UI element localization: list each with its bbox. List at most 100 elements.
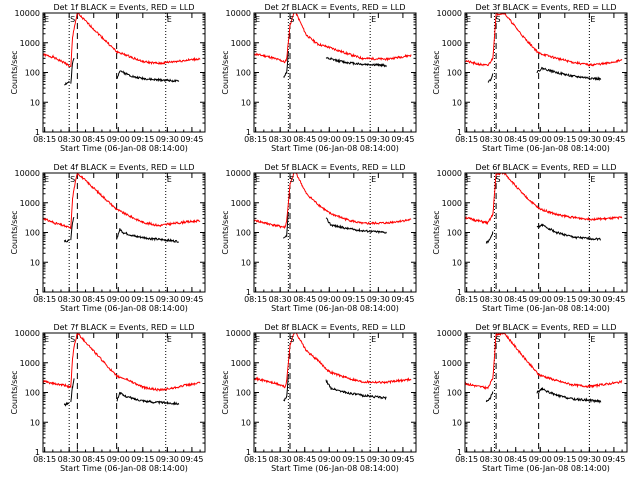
panel-title: Det 5f BLACK = Events, RED = LLD — [264, 163, 405, 172]
marker-label: E — [466, 335, 471, 344]
plot-data — [254, 333, 412, 452]
events-rate-line — [283, 50, 289, 79]
events-rate-line — [116, 391, 180, 406]
events-rate-line — [70, 216, 75, 241]
x-tick-label: 08:30 — [480, 455, 503, 464]
x-tick-label: 08:15 — [455, 455, 478, 464]
x-tick-label: 08:30 — [480, 135, 503, 144]
events-rate-line — [63, 401, 70, 407]
events-rate-line — [325, 217, 387, 235]
events-rate-line — [70, 57, 75, 84]
x-tick-label: 08:15 — [455, 135, 478, 144]
x-tick-label: 09:45 — [602, 295, 625, 304]
x-tick-label: 08:15 — [33, 295, 56, 304]
y-axis-label: Counts/sec — [432, 50, 441, 94]
events-rate-line — [116, 70, 180, 83]
y-tick-label: 1000 — [442, 199, 462, 208]
x-tick-label: 08:30 — [269, 295, 292, 304]
x-tick-label: 08:30 — [269, 455, 292, 464]
y-tick-label: 1 — [457, 288, 462, 297]
panel-title: Det 7f BLACK = Events, RED = LLD — [53, 323, 194, 332]
x-tick-label: 09:45 — [180, 135, 203, 144]
x-tick-label: 09:45 — [391, 455, 414, 464]
x-tick-label: 09:45 — [602, 135, 625, 144]
panel-title: Det 9f BLACK = Events, RED = LLD — [475, 323, 616, 332]
marker-label: S — [289, 15, 294, 24]
x-tick-label: 09:15 — [553, 135, 576, 144]
y-tick-label: 10000 — [15, 9, 40, 18]
x-tick-label: 09:00 — [318, 135, 341, 144]
plot-frame — [464, 172, 628, 293]
plot-frame — [464, 332, 628, 453]
marker-label: S — [289, 335, 294, 344]
plot-data — [254, 13, 412, 132]
y-tick-label: 1 — [457, 448, 462, 457]
y-tick-label: 1000 — [20, 39, 40, 48]
marker-label: E — [590, 15, 595, 24]
x-tick-label: 09:15 — [553, 455, 576, 464]
panel-title: Det 8f BLACK = Events, RED = LLD — [264, 323, 405, 332]
marker-label: E — [44, 15, 49, 24]
y-axis-label: Counts/sec — [10, 370, 19, 414]
y-tick-label: 1 — [35, 448, 40, 457]
panel-det-7: Det 7f BLACK = Events, RED = LLD 1 10 100 10… — [10, 323, 206, 473]
panel-title: Det 4f BLACK = Events, RED = LLD — [53, 163, 194, 172]
x-axis-label: Start Time (06-Jan-08 08:14:00) — [482, 304, 610, 313]
y-tick-label: 10000 — [437, 329, 462, 338]
plot-data — [465, 13, 623, 132]
x-tick-label: 08:15 — [33, 135, 56, 144]
x-tick-label: 09:15 — [131, 295, 154, 304]
x-tick-label: 09:15 — [131, 135, 154, 144]
y-axis-label: Counts/sec — [221, 210, 230, 254]
plot-data — [465, 173, 623, 292]
marker-label: E — [371, 175, 376, 184]
lld-rate-line — [254, 173, 412, 230]
y-tick-label: 10 — [241, 418, 251, 427]
panel-title: Det 2f BLACK = Events, RED = LLD — [264, 3, 405, 12]
x-tick-label: 09:00 — [318, 455, 341, 464]
lld-rate-line — [465, 13, 623, 67]
panel-title: Det 3f BLACK = Events, RED = LLD — [475, 3, 616, 12]
y-tick-label: 100 — [447, 69, 462, 78]
y-axis-label: Counts/sec — [432, 370, 441, 414]
x-tick-label: 08:45 — [504, 295, 527, 304]
marker-label: S — [70, 335, 75, 344]
y-tick-label: 100 — [236, 229, 251, 238]
y-tick-label: 10 — [452, 418, 462, 427]
x-axis-label: Start Time (06-Jan-08 08:14:00) — [271, 464, 399, 473]
events-rate-line — [536, 386, 602, 404]
panel-det-3: Det 3f BLACK = Events, RED = LLD 1 10 100 10… — [432, 3, 628, 153]
y-tick-label: 10 — [452, 258, 462, 267]
marker-label: E — [167, 15, 172, 24]
y-tick-label: 10 — [30, 418, 40, 427]
y-tick-label: 10000 — [226, 169, 251, 178]
lld-rate-line — [43, 173, 201, 230]
x-tick-label: 08:15 — [244, 295, 267, 304]
plot-data — [43, 173, 201, 292]
panel-det-4: Det 4f BLACK = Events, RED = LLD 1 10 100 10… — [10, 163, 206, 313]
plot-frame — [464, 12, 628, 133]
events-rate-line — [325, 56, 387, 68]
y-tick-label: 10000 — [226, 329, 251, 338]
x-tick-label: 09:00 — [107, 135, 130, 144]
marker-label: E — [590, 335, 595, 344]
events-rate-line — [487, 73, 494, 83]
plot-frame — [42, 172, 206, 293]
x-tick-label: 08:45 — [504, 135, 527, 144]
y-tick-label: 10000 — [226, 9, 251, 18]
y-tick-label: 1000 — [231, 359, 251, 368]
lld-rate-line — [254, 13, 412, 64]
x-axis-label: Start Time (06-Jan-08 08:14:00) — [60, 304, 188, 313]
x-tick-label: 08:30 — [58, 455, 81, 464]
panel-det-6: Det 6f BLACK = Events, RED = LLD 1 10 100 10… — [432, 163, 628, 313]
marker-label: E — [255, 175, 260, 184]
y-tick-label: 10000 — [15, 329, 40, 338]
y-tick-label: 100 — [25, 69, 40, 78]
x-axis-label: Start Time (06-Jan-08 08:14:00) — [482, 464, 610, 473]
x-tick-label: 09:00 — [529, 135, 552, 144]
panel-title: Det 1f BLACK = Events, RED = LLD — [53, 3, 194, 12]
x-tick-label: 09:30 — [367, 295, 390, 304]
y-axis-label: Counts/sec — [10, 50, 19, 94]
y-tick-label: 10000 — [437, 169, 462, 178]
y-tick-label: 1000 — [231, 199, 251, 208]
